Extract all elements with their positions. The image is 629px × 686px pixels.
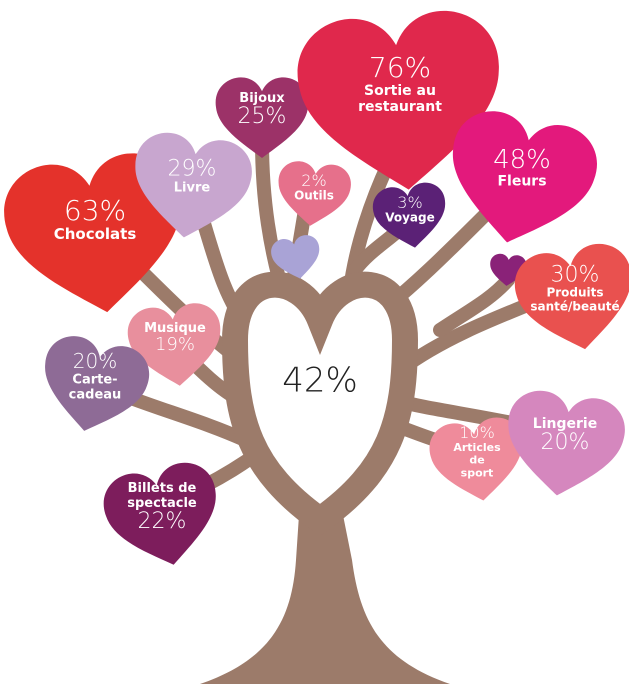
heart-value: 22% [138,509,187,534]
heart-label: Fleurs [497,173,546,189]
heart-value: 3% [397,193,422,212]
heart-label: Carte- [72,372,117,387]
heart-value: 29% [168,157,217,182]
heart-label: Sortie au [364,83,436,99]
center-value: 42% [282,361,358,401]
heart-label: Produits [546,286,603,300]
heart-label: Voyage [385,211,435,225]
heart-value: 19% [155,334,195,355]
heart-label: sport [461,466,494,479]
heart-label: restaurant [358,99,442,115]
heart-value: 63% [64,194,126,227]
heart-value: 76% [369,51,431,84]
heart-label: Chocolats [54,225,137,243]
heart-label: santé/beauté [530,300,619,314]
heart-value: 30% [551,262,600,287]
tree-infographic: 42% 63%Chocolats29%LivreBijoux25%2%Outil… [0,0,629,686]
heart-label: Articles [453,441,501,454]
heart-label: de [469,454,484,467]
heart-value: 25% [238,104,287,129]
heart-value: 20% [73,349,117,373]
heart-value: 10% [459,423,495,442]
heart-value: 20% [541,430,590,455]
heart-label: Billets de [128,481,197,496]
heart-label: Livre [174,181,211,196]
heart-label: cadeau [69,387,122,402]
heart-value: 48% [493,145,551,175]
heart-value: 2% [301,171,326,190]
heart-label: Outils [294,189,334,203]
